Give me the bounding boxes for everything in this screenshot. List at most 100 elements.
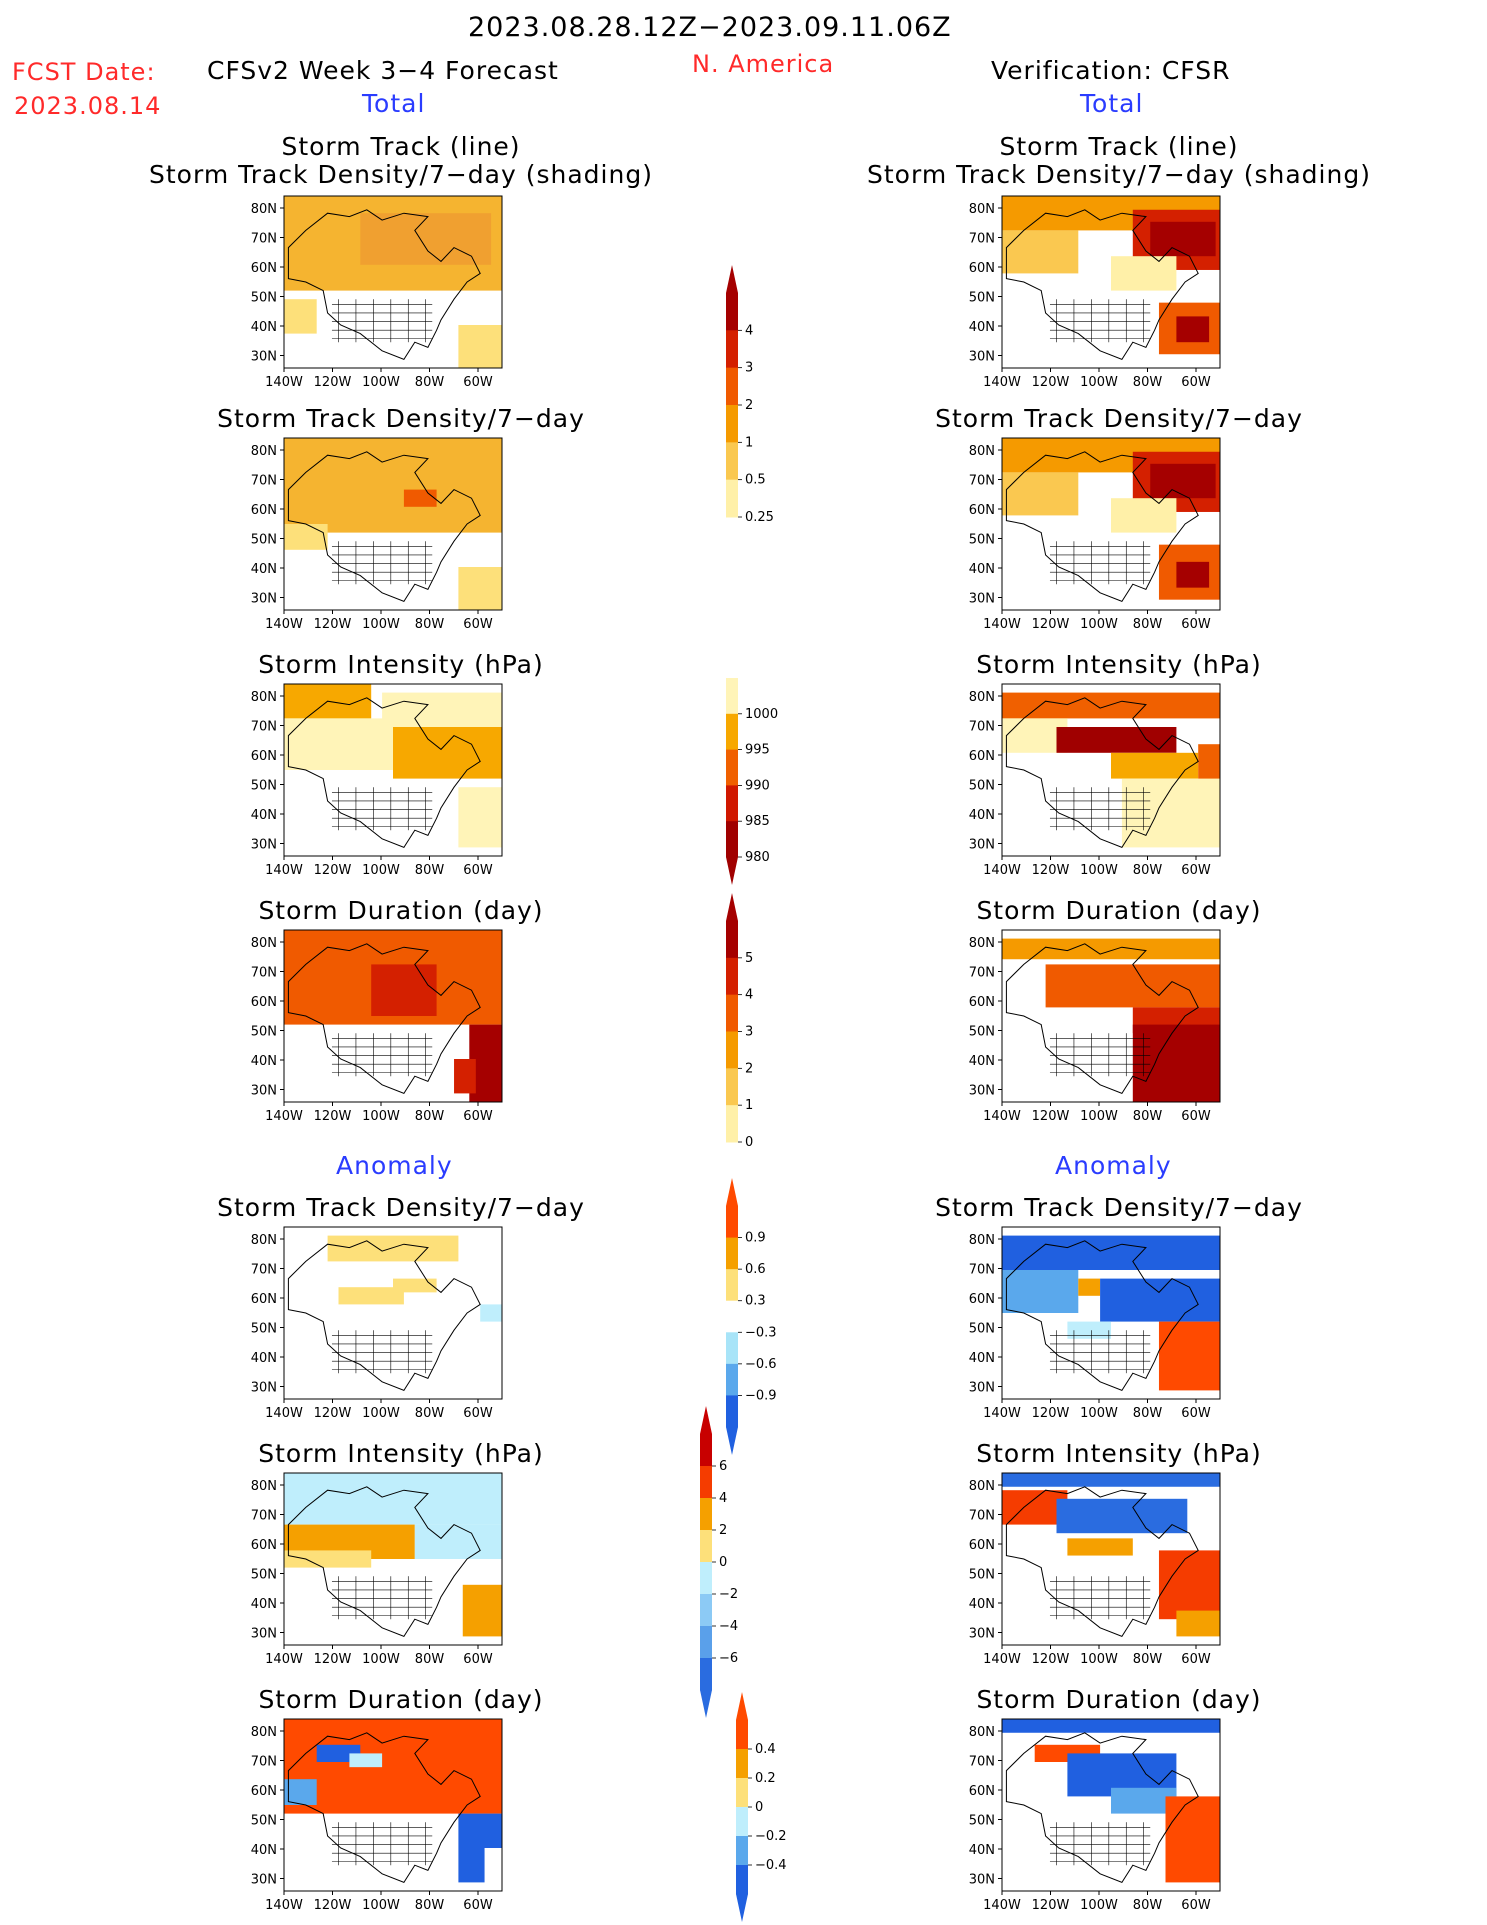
shading-cell: [284, 1779, 317, 1805]
coastline: [1005, 209, 1199, 361]
coastline: [287, 943, 481, 1095]
shading-cell: [284, 299, 317, 334]
colorbar-swatch: [726, 1300, 738, 1333]
lat-tick-label: 50N: [969, 1025, 995, 1040]
colorbar-label: 3: [745, 1025, 753, 1040]
colorbar-label: −0.3: [745, 1325, 777, 1340]
colorbar-swatch: [726, 1105, 738, 1143]
lat-tick-label: 50N: [251, 1322, 277, 1337]
colorbar-label: 3: [745, 361, 753, 376]
lon-tick-label: 60W: [463, 1898, 493, 1913]
colorbar-swatch: [726, 994, 738, 1032]
lon-tick-label: 100W: [1080, 1406, 1118, 1421]
shading-cell: [327, 1235, 459, 1262]
lon-tick-label: 100W: [362, 1406, 400, 1421]
shading-cell: [1176, 316, 1210, 343]
map-intensity-anom-fcst: 80N 70N 60N 50N 40N 30N 140W 120W 100W 80W 60W: [251, 1472, 503, 1667]
shading-cell: [1132, 1024, 1220, 1102]
shading-cell: [393, 1278, 437, 1293]
shading-cell: [458, 1848, 485, 1883]
map-frame: [1001, 1472, 1221, 1646]
shading-cell: [1100, 1278, 1220, 1322]
lon-tick-label: 100W: [362, 375, 400, 390]
lat-tick-label: 40N: [969, 1597, 995, 1612]
lat-tick-label: 50N: [251, 533, 277, 548]
colorbar-label: 0.25: [745, 510, 774, 525]
lon-tick-label: 140W: [983, 1652, 1021, 1667]
lon-tick-label: 100W: [362, 1109, 400, 1124]
coastline: [287, 697, 481, 849]
lat-tick-label: 50N: [251, 1025, 277, 1040]
map-frame: [1001, 1718, 1221, 1892]
map-frame: [1001, 683, 1221, 857]
colorbar-intensity-anom: 6 4 2 0 −2 −4 −6: [700, 1406, 738, 1718]
lat-tick-label: 50N: [251, 291, 277, 306]
lat-tick-label: 80N: [969, 1479, 995, 1494]
colorbar-swatch: [700, 1498, 712, 1531]
shading-cell: [1111, 498, 1177, 533]
lon-tick-label: 140W: [983, 617, 1021, 632]
colorbar-label: 990: [745, 778, 770, 793]
lon-tick-label: 60W: [463, 1406, 493, 1421]
lat-tick-label: 80N: [251, 202, 277, 217]
colorbar-swatch: [726, 405, 738, 443]
colorbar-label: −4: [719, 1619, 738, 1634]
map-frame: [283, 683, 503, 857]
colorbar-swatch: [726, 1237, 738, 1270]
lat-tick-label: 30N: [969, 1627, 995, 1642]
coastline: [1005, 1240, 1199, 1392]
lat-tick-label: 30N: [251, 1084, 277, 1099]
lat-tick-label: 40N: [251, 808, 277, 823]
colorbar-density: 4 3 2 1 0.5 0.25: [726, 265, 774, 525]
lat-tick-label: 80N: [969, 1725, 995, 1740]
lat-tick-label: 70N: [251, 720, 277, 735]
colorbar-swatch: [726, 1068, 738, 1106]
colorbar-label: 0.6: [745, 1262, 766, 1277]
lat-tick-label: 70N: [251, 474, 277, 489]
shading-cell: [1158, 1321, 1220, 1391]
lat-tick-label: 50N: [969, 1322, 995, 1337]
colorbar-label: 1000: [745, 707, 778, 722]
lat-tick-label: 50N: [969, 1568, 995, 1583]
lat-tick-label: 40N: [251, 320, 277, 335]
colorbar-swatch: [700, 1562, 712, 1595]
colorbar-arrow-bottom: [726, 1427, 738, 1455]
lat-tick-label: 80N: [969, 444, 995, 459]
colorbar-label: 2: [745, 1061, 753, 1076]
panel-title: Storm Track Density/7−day: [935, 404, 1303, 433]
colorbar-swatch: [736, 1749, 748, 1779]
lon-tick-label: 120W: [314, 617, 352, 632]
lon-tick-label: 120W: [1032, 1898, 1070, 1913]
colorbar-label: 4: [719, 1491, 727, 1506]
lon-tick-label: 100W: [1080, 375, 1118, 390]
colorbar-label: 1: [745, 435, 753, 450]
lon-tick-label: 140W: [265, 1109, 303, 1124]
lat-tick-label: 60N: [251, 1784, 277, 1799]
shading-cell: [1198, 744, 1220, 788]
shading-cell: [1158, 1550, 1220, 1620]
lon-tick-label: 100W: [1080, 863, 1118, 878]
colorbar-duration: 5 4 3 2 1 0: [726, 893, 753, 1150]
shading-cell: [1150, 463, 1216, 499]
map-frame: [283, 1226, 503, 1400]
shading-cell: [458, 325, 502, 368]
colorbar-swatch: [726, 442, 738, 481]
shading-cell: [1002, 1270, 1079, 1313]
shading-cell: [1002, 1719, 1220, 1733]
shading-cell: [284, 718, 393, 770]
lon-tick-label: 120W: [1032, 617, 1070, 632]
lon-tick-label: 120W: [314, 1898, 352, 1913]
colorbar-label: 2: [719, 1523, 727, 1538]
lat-tick-label: 40N: [251, 562, 277, 577]
shading-cell: [1002, 938, 1220, 960]
map-density-anom-fcst: 80N 70N 60N 50N 40N 30N 140W 120W 100W 80W 60W: [251, 1226, 503, 1421]
shading-cell: [1111, 752, 1199, 779]
shading-cell: [1002, 1235, 1220, 1270]
lat-tick-label: 30N: [251, 838, 277, 853]
colorbar-label: 1: [745, 1098, 753, 1113]
lat-tick-label: 30N: [969, 838, 995, 853]
colorbar-swatch: [700, 1658, 712, 1691]
panel-title: Storm Duration (day): [976, 1685, 1262, 1714]
map-duration-obs: 80N 70N 60N 50N 40N 30N 140W 120W 100W 80W 60W: [969, 929, 1221, 1124]
colorbar-label: 4: [745, 323, 753, 338]
